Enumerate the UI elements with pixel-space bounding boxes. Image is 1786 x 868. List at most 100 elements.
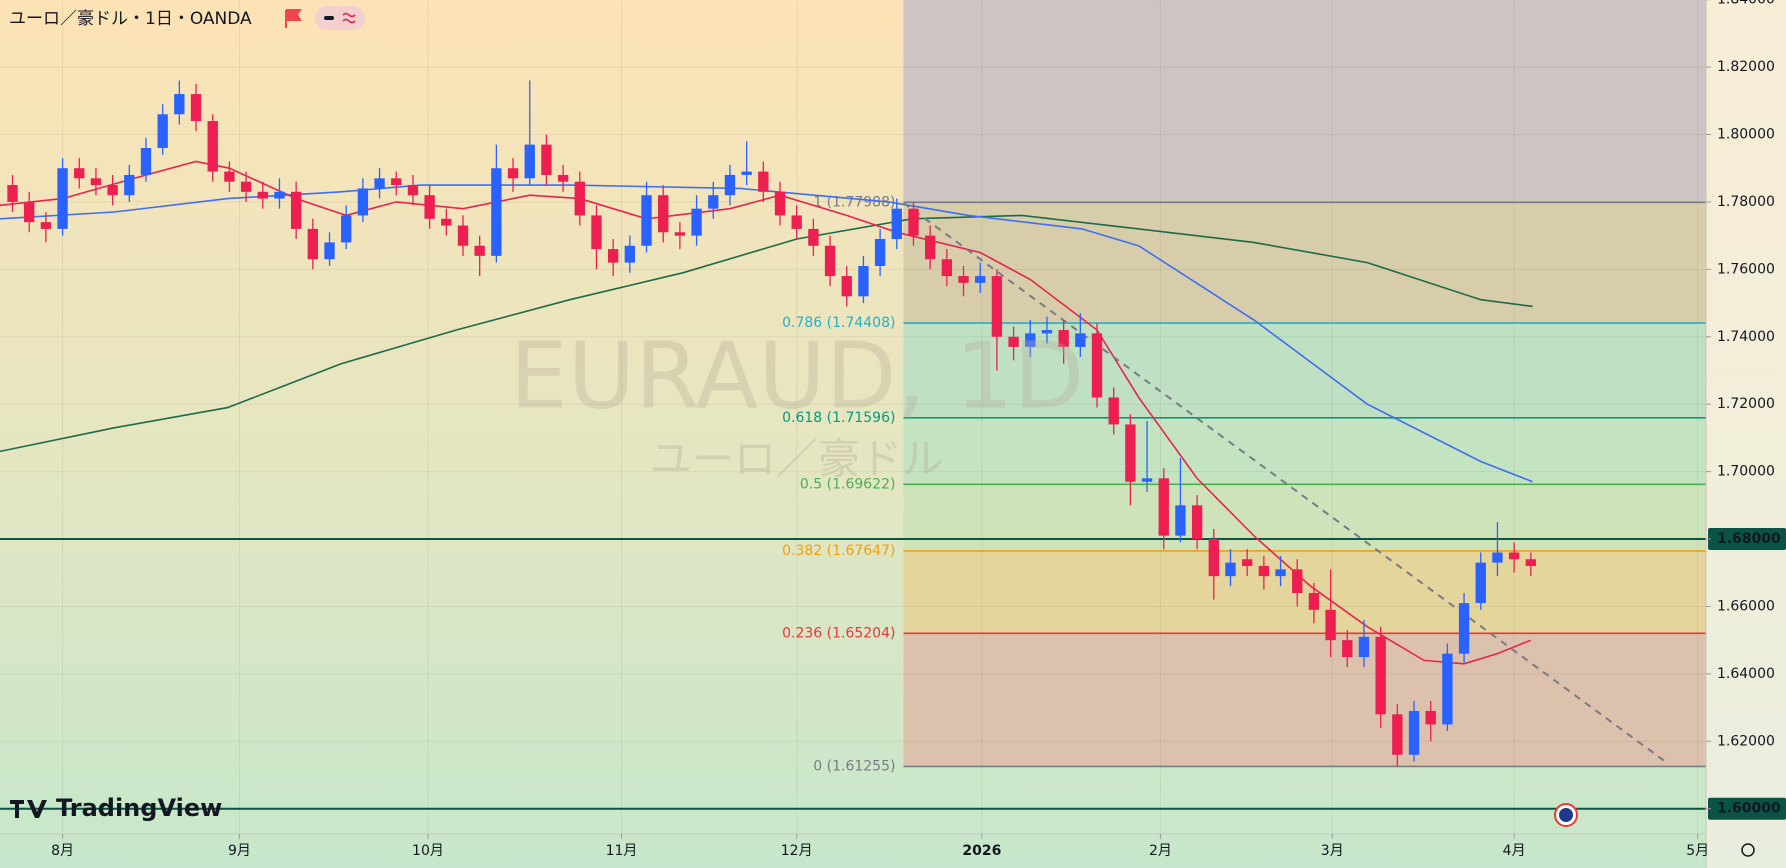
candle-body <box>457 225 469 246</box>
flag-icon[interactable] <box>285 9 302 28</box>
candle-body <box>7 185 18 202</box>
plot-area: 1 (1.77988) 0.786 (1.74408) 0.618 (1.71596… <box>0 0 1706 834</box>
x-tick-label: 8月 <box>51 843 74 859</box>
fib-label: 0.5 (1.69622) <box>800 476 896 492</box>
y-tick-label: 1.74000 <box>1717 329 1775 345</box>
candle-body <box>90 178 102 186</box>
candle-body <box>791 215 802 229</box>
status-pill[interactable] <box>315 6 365 30</box>
candle-body <box>1342 640 1353 658</box>
candle-body <box>1308 592 1320 610</box>
candle-body <box>107 185 118 196</box>
y-tick-label: 1.62000 <box>1717 733 1775 749</box>
fib-zone <box>903 202 1706 324</box>
fib-zone <box>903 550 1706 634</box>
candle-body <box>290 191 302 229</box>
candle-body <box>1058 330 1069 347</box>
candle-body <box>741 171 752 175</box>
candle-body <box>1025 333 1036 347</box>
price-label-box <box>1708 797 1786 820</box>
x-tick-label: 5月 <box>1686 843 1709 859</box>
candle-body <box>307 228 319 260</box>
candle-body <box>958 276 969 283</box>
price-label-box <box>1708 528 1786 551</box>
candle-body <box>424 195 435 219</box>
candle-body <box>774 191 786 216</box>
candle-body <box>174 94 185 115</box>
y-tick-label: 1.68000 <box>1717 531 1781 547</box>
candle-body <box>441 218 452 226</box>
candle-body <box>1125 424 1136 482</box>
pill-icon <box>324 16 334 20</box>
candle-body <box>1225 562 1236 577</box>
y-tick-label: 1.64000 <box>1717 666 1775 682</box>
candle-body <box>140 147 152 175</box>
x-tick-label: 2026 <box>962 843 1001 859</box>
candle-body <box>924 235 936 260</box>
candle-body <box>57 168 68 229</box>
candle-body <box>908 208 919 236</box>
candle-body <box>1075 333 1086 347</box>
fib-zone <box>903 0 1706 203</box>
candle-body <box>708 195 719 209</box>
pill-icon <box>342 12 356 24</box>
fib-label: 0.382 (1.67647) <box>782 543 895 559</box>
fib-zone <box>903 633 1706 767</box>
candle-body <box>1392 714 1403 755</box>
candle-body <box>841 276 852 297</box>
candle-body <box>407 185 419 196</box>
candle-body <box>724 174 736 196</box>
candle-body <box>207 121 218 172</box>
fib-zone <box>903 417 1706 485</box>
candle-body <box>1108 397 1119 425</box>
candle-body <box>190 94 202 122</box>
candle-body <box>941 259 953 277</box>
candle-body <box>257 191 268 199</box>
candle-body <box>74 168 85 179</box>
candle-body <box>808 228 819 246</box>
candle-body <box>874 239 886 266</box>
candle-body <box>658 195 669 233</box>
candle-body <box>274 191 285 199</box>
fib-zone <box>903 484 1706 551</box>
candle-body <box>574 181 585 216</box>
candle-body <box>374 178 385 189</box>
candle-body <box>1158 478 1169 536</box>
y-tick-label: 1.66000 <box>1717 598 1775 614</box>
candle-body <box>341 215 352 243</box>
candle-body <box>1508 552 1520 560</box>
watermark-name: ユーロ／豪ドル <box>650 435 944 484</box>
candle-body <box>1175 505 1186 536</box>
logo-icon <box>10 800 47 818</box>
trend-line <box>902 202 1665 762</box>
candle-body <box>591 215 602 250</box>
candle-body <box>1492 552 1503 563</box>
candle-body <box>124 174 135 196</box>
y-tick-label: 1.84000 <box>1717 0 1775 8</box>
candle-body <box>1258 566 1270 577</box>
candle-body <box>1358 636 1370 658</box>
candle-body <box>40 222 52 229</box>
watermark-symbol: EURAUD, 1D <box>510 322 1085 429</box>
candle-body <box>491 168 502 256</box>
candle-body <box>758 171 769 192</box>
candle-body <box>557 174 569 182</box>
fib-label: 0.786 (1.74408) <box>782 315 895 331</box>
chart-title: ユーロ／豪ドル・1日・OANDA <box>9 8 252 29</box>
y-tick-label: 1.82000 <box>1717 59 1775 75</box>
settings-icon[interactable] <box>1741 843 1755 857</box>
candle-body <box>541 144 552 175</box>
fib-label: 1 (1.77988) <box>813 194 895 210</box>
candle-body <box>991 276 1003 337</box>
candle-body <box>224 171 235 182</box>
candle-body <box>1208 539 1219 577</box>
candle-body <box>1375 636 1386 715</box>
candle-body <box>641 195 652 246</box>
x-tick-label: 12月 <box>781 843 813 859</box>
candle-body <box>674 232 686 236</box>
candle-body <box>507 168 519 179</box>
candle-body <box>1525 559 1536 567</box>
candle-body <box>157 114 168 148</box>
